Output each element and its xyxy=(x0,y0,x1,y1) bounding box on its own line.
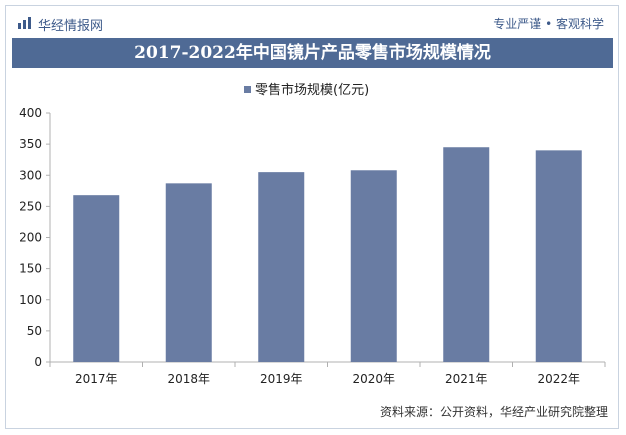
y-tick-label: 250 xyxy=(19,199,42,213)
y-tick-label: 300 xyxy=(19,168,42,182)
y-tick-label: 150 xyxy=(19,262,42,276)
x-tick-label: 2017年 xyxy=(75,372,118,386)
bar xyxy=(443,147,490,362)
top-bar: 华经情报网 专业严谨 • 客观科学 xyxy=(6,7,620,37)
brand-slogan: 专业严谨 • 客观科学 xyxy=(493,17,604,31)
x-tick-label: 2020年 xyxy=(352,372,395,386)
bar xyxy=(350,170,397,362)
x-tick-label: 2021年 xyxy=(445,372,488,386)
y-tick-label: 400 xyxy=(19,106,42,120)
x-tick-label: 2022年 xyxy=(537,372,580,386)
y-tick-label: 350 xyxy=(19,137,42,151)
bar xyxy=(73,195,120,362)
y-tick-label: 200 xyxy=(19,231,42,245)
legend-label: 零售市场规模(亿元) xyxy=(255,83,370,98)
x-tick-label: 2018年 xyxy=(167,372,210,386)
bar xyxy=(258,172,305,362)
legend: 零售市场规模(亿元) xyxy=(244,79,370,98)
x-tick-label: 2019年 xyxy=(260,372,303,386)
bar xyxy=(535,150,582,362)
source-note: 资料来源：公开资料，华经产业研究院整理 xyxy=(379,405,608,419)
legend-swatch xyxy=(244,86,251,93)
y-tick-label: 50 xyxy=(27,324,42,338)
chart-title: 2017-2022年中国镜片产品零售市场规模情况 xyxy=(134,43,491,63)
bar-chart-logo-icon xyxy=(18,17,31,29)
bar xyxy=(165,183,212,362)
y-tick-label: 0 xyxy=(34,355,42,369)
brand-name: 华经情报网 xyxy=(38,19,104,34)
title-bar: 2017-2022年中国镜片产品零售市场规模情况 xyxy=(12,38,613,68)
y-tick-label: 100 xyxy=(19,293,42,307)
